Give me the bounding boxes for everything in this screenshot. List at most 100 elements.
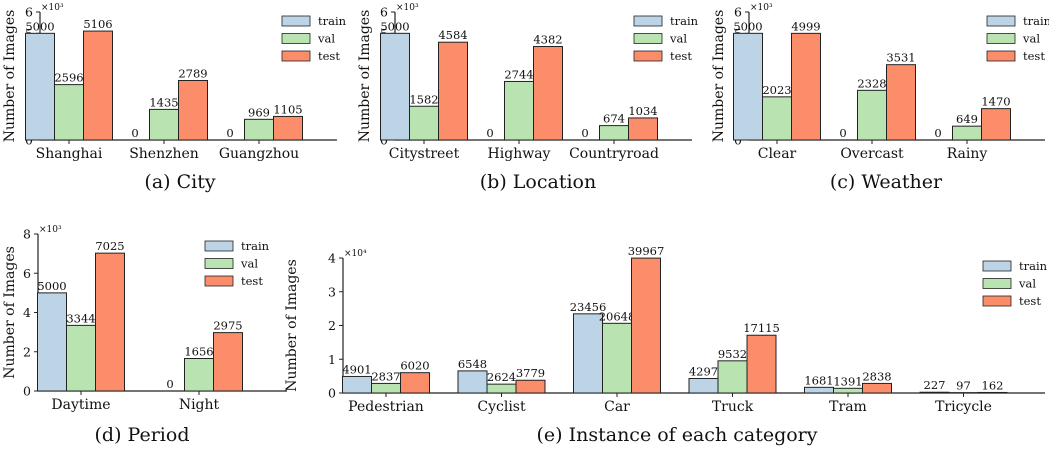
legend-label-train: train (1023, 14, 1049, 28)
x-tick-label: Tricycle (935, 399, 992, 415)
bar-test (515, 379, 546, 394)
y-tick-label: 6 (380, 5, 388, 20)
legend-label-test: test (1019, 294, 1041, 308)
bar-value-label: 5000 (380, 19, 409, 33)
bar-val (504, 80, 534, 141)
bar-value-label: 0 (166, 377, 173, 391)
y-tick-label: 6 (23, 266, 31, 281)
legend-label-val: val (1018, 277, 1036, 291)
y-tick-label: 4 (23, 305, 31, 320)
legend-swatch-val (982, 278, 1012, 289)
bar-train (380, 32, 410, 141)
bar-value-label: 0 (934, 126, 941, 140)
bar-test (791, 32, 821, 141)
y-axis-multiplier: ×10³ (39, 225, 62, 235)
legend-label-train: train (670, 14, 699, 28)
bar-value-label: 23456 (570, 300, 607, 314)
legend-label-train: train (318, 14, 347, 28)
bar-val (371, 382, 401, 394)
bar-train (919, 391, 950, 394)
bar-value-label: 3344 (66, 311, 95, 325)
bar-value-label: 674 (603, 112, 625, 126)
legend-label-test: test (318, 49, 340, 63)
bar-test (862, 382, 892, 394)
bar-test (746, 334, 777, 394)
y-tick-label: 1 (328, 352, 336, 367)
chart-caption: (d) Period (95, 424, 190, 446)
legend-swatch-val (204, 258, 234, 269)
bar-test (886, 64, 916, 141)
legend-label-test: test (1023, 49, 1045, 63)
bar-test (273, 115, 303, 141)
bar-test (438, 41, 468, 141)
bar-value-label: 7025 (95, 239, 124, 253)
bar-train (457, 370, 488, 394)
legend-label-test: test (241, 274, 263, 288)
y-tick-label: 6 (734, 5, 742, 20)
bar-train (25, 32, 55, 141)
bar-value-label: 2624 (487, 370, 516, 384)
bar-val (602, 322, 632, 394)
x-tick-label: Countryroad (569, 146, 659, 162)
x-tick-label: Daytime (51, 397, 110, 413)
bar-value-label: 4999 (791, 19, 820, 33)
y-axis-multiplier: ×10³ (750, 3, 773, 13)
bar-value-label: 2838 (862, 369, 891, 383)
chart-caption: (b) Location (480, 171, 596, 193)
y-tick-label: 2 (23, 344, 31, 359)
bar-value-label: 2744 (504, 67, 533, 81)
x-tick-label: Rainy (947, 146, 988, 162)
bar-train (573, 313, 603, 394)
legend-swatch-train (982, 260, 1012, 272)
bar-val (599, 125, 629, 141)
legend-label-test: test (670, 49, 692, 63)
y-axis-multiplier: ×10³ (396, 3, 419, 13)
legend-swatch-val (633, 33, 663, 44)
bar-val (952, 125, 982, 141)
legend: train val test (982, 259, 1048, 308)
legend-swatch-test (204, 275, 234, 287)
bar-value-label: 17115 (743, 321, 780, 335)
bar-value-label: 1656 (184, 345, 213, 359)
chart-caption: (e) Instance of each category (537, 424, 818, 446)
y-axis-label: Number of Images (2, 246, 18, 379)
bar-value-label: 20648 (599, 309, 636, 323)
bar-val (717, 360, 748, 394)
bar-value-label: 5000 (37, 279, 66, 293)
bar-value-label: 6020 (400, 359, 429, 373)
y-axis-multiplier: ×10³ (41, 3, 64, 13)
y-axis-label: Number of Images (2, 10, 18, 143)
y-axis-label: Number of Images (711, 10, 727, 143)
bar-value-label: 9532 (718, 347, 747, 361)
bar-val (149, 108, 179, 141)
x-tick-label: Clear (758, 146, 797, 162)
x-tick-label: Shenzhen (129, 146, 199, 162)
bar-test (981, 108, 1011, 141)
legend-swatch-train (633, 15, 663, 27)
bar-train (342, 375, 372, 394)
y-tick-label: 8 (23, 227, 31, 242)
legend-swatch-test (986, 50, 1016, 62)
bar-test (400, 372, 430, 394)
bar-val (833, 387, 863, 394)
legend-label-train: train (241, 239, 270, 253)
bar-value-label: 0 (131, 126, 138, 140)
bar-test (631, 257, 661, 394)
legend-swatch-val (986, 33, 1016, 44)
x-tick-label: Citystreet (389, 146, 460, 162)
chart-caption: (c) Weather (830, 171, 943, 193)
chart-caption: (a) City (144, 171, 215, 193)
y-tick-label: 6 (25, 5, 33, 20)
y-tick-label: 3 (328, 284, 336, 299)
bar-value-label: 4382 (533, 33, 562, 47)
bar-train (688, 377, 719, 394)
bar-value-label: 1681 (804, 373, 833, 387)
x-tick-label: Pedestrian (348, 399, 424, 415)
bar-test (977, 391, 1008, 394)
bar-value-label: 0 (581, 126, 588, 140)
x-tick-label: Guangzhou (219, 146, 299, 162)
bar-test (83, 30, 113, 141)
